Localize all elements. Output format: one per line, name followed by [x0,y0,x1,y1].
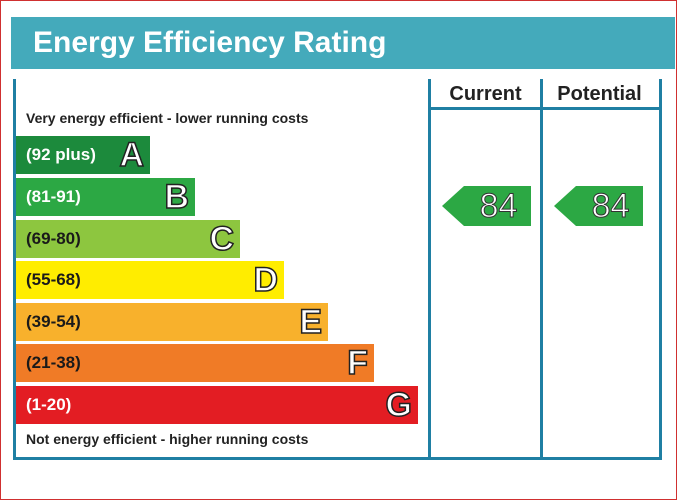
band-d: (55-68) D [16,260,284,300]
band-a-range: (92 plus) [26,145,96,164]
potential-rating-arrow: 84 [554,186,643,226]
column-header-potential: Potential [557,83,642,105]
current-rating-value: 84 [479,187,518,226]
band-b-letter: B [164,177,190,217]
header-bar: Energy Efficiency Rating [11,17,675,69]
column-header-current: Current [449,83,522,105]
band-e-range: (39-54) [26,312,81,331]
band-c-range: (69-80) [26,229,81,248]
band-b-range: (81-91) [26,187,81,206]
band-b: (81-91) B [16,177,195,217]
rating-table-border [13,79,662,460]
band-e: (39-54) E [16,302,328,342]
band-e-letter: E [299,302,323,342]
divider-current [428,79,431,457]
band-d-letter: D [253,260,279,300]
current-rating-arrow: 84 [442,186,531,226]
band-f-range: (21-38) [26,353,81,372]
current-arrow-shape [442,186,531,226]
band-d-range: (55-68) [26,270,81,289]
band-c: (69-80) C [16,219,240,259]
band-g-letter: G [385,385,413,425]
band-g-range: (1-20) [26,395,72,414]
bottom-caption: Not energy efficient - higher running co… [26,431,309,447]
band-c-letter: C [209,219,235,259]
band-a-letter: A [119,135,145,175]
column-header-underline [428,107,659,110]
band-f: (21-38) F [16,343,374,383]
band-g: (1-20) G [16,385,418,425]
top-caption: Very energy efficient - lower running co… [26,110,309,126]
divider-potential [540,79,543,457]
potential-arrow-shape [554,186,643,226]
band-a: (92 plus) A [16,135,150,175]
chart-title: Energy Efficiency Rating [33,26,387,59]
band-f-letter: F [346,343,368,383]
potential-rating-value: 84 [591,187,630,226]
